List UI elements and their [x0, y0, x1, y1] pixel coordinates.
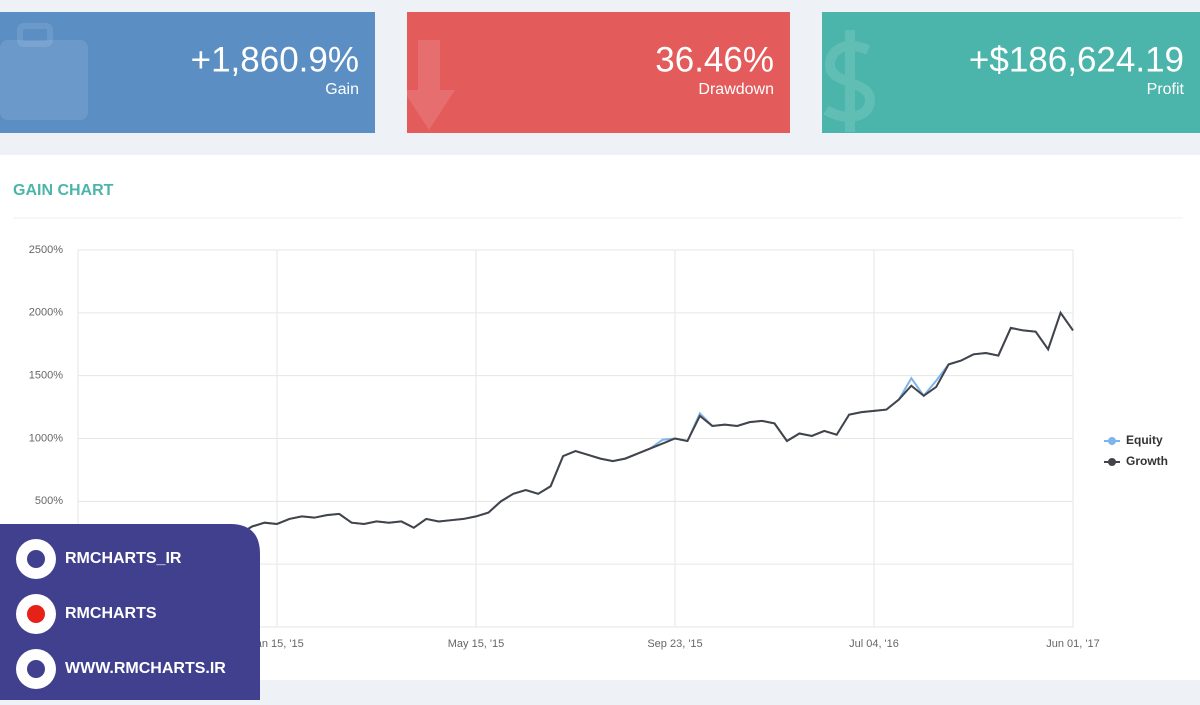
card-value: +1,860.9% [191, 40, 359, 79]
x-tick-label: Jul 04, '16 [849, 638, 899, 650]
card-value: 36.46% [655, 40, 774, 79]
card-label: Gain [325, 81, 359, 98]
social-handle: WWW.RMCHARTS.IR [65, 660, 226, 677]
stat-card [822, 12, 1200, 133]
social-badge [0, 524, 260, 700]
legend-marker [1108, 458, 1116, 466]
x-tick-label: Jan 15, '15 [250, 638, 303, 650]
card-icon [403, 40, 455, 130]
social-handle: RMCHARTS [65, 605, 157, 622]
social-icon-glyph [27, 605, 45, 623]
x-tick-label: Jun 01, '17 [1046, 638, 1099, 650]
card-label: Drawdown [698, 81, 774, 98]
legend-marker [1108, 437, 1116, 445]
chart-title: GAIN CHART [13, 182, 114, 199]
y-tick-label: 500% [35, 495, 63, 507]
card-icon [17, 23, 53, 47]
card-icon [0, 40, 88, 120]
social-icon-glyph [27, 550, 45, 568]
card-value: +$186,624.19 [969, 40, 1184, 79]
x-tick-label: May 15, '15 [448, 638, 505, 650]
y-tick-label: 1000% [29, 432, 63, 444]
legend-label: Growth [1126, 454, 1168, 468]
y-tick-label: 2000% [29, 307, 63, 319]
card-label: Profit [1147, 81, 1185, 98]
stat-card [407, 12, 790, 133]
y-tick-label: 1500% [29, 370, 63, 382]
y-tick-label: 2500% [29, 244, 63, 256]
stat-card [0, 12, 375, 133]
x-tick-label: Sep 23, '15 [647, 638, 702, 650]
social-icon-glyph [27, 660, 45, 678]
legend-label: Equity [1126, 433, 1163, 447]
social-handle: RMCHARTS_IR [65, 550, 182, 567]
card-icon [823, 30, 876, 132]
